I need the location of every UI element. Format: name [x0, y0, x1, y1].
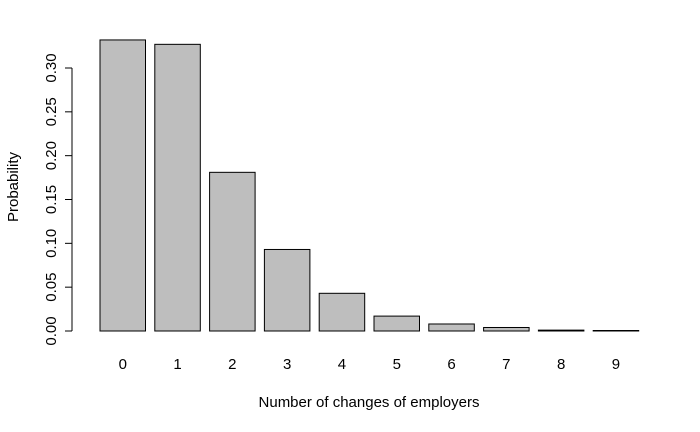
x-tick-label-8: 8	[557, 356, 565, 373]
y-axis: 0.00 0.05 0.10 0.15 0.20 0.25 0.30	[43, 53, 73, 346]
bar-3	[263, 248, 311, 332]
x-tick-label-5: 5	[393, 356, 401, 373]
x-tick-labels: 0 1 2 3 4 5 6 7 8 9	[119, 356, 621, 373]
bar-5	[373, 315, 420, 332]
bar-8	[537, 329, 585, 332]
y-tick-label: 0.00	[43, 316, 60, 345]
x-tick-label-9: 9	[612, 356, 620, 373]
x-tick-label-2: 2	[228, 356, 236, 373]
x-axis-title: Number of changes of employers	[259, 394, 480, 411]
x-tick-label-6: 6	[447, 356, 455, 373]
bar-4	[318, 292, 366, 332]
bar-1	[154, 43, 201, 332]
bar-2	[209, 171, 256, 332]
y-tick-label: 0.20	[43, 141, 60, 170]
x-tick-label-1: 1	[173, 356, 181, 373]
x-tick-label-0: 0	[119, 356, 127, 373]
x-tick-label-4: 4	[338, 356, 346, 373]
y-tick-label: 0.05	[43, 273, 60, 302]
y-tick-label: 0.15	[43, 185, 60, 214]
y-tick-label: 0.30	[43, 53, 60, 82]
bar-0	[99, 39, 146, 332]
y-tick-label: 0.25	[43, 97, 60, 126]
bar-9	[592, 330, 640, 332]
x-tick-label-7: 7	[502, 356, 510, 373]
bar-7	[483, 326, 530, 332]
y-axis-title: Probability	[5, 151, 22, 222]
bars-group	[99, 39, 640, 332]
bar-6	[428, 323, 475, 332]
x-tick-label-3: 3	[283, 356, 291, 373]
y-tick-label: 0.10	[43, 229, 60, 258]
